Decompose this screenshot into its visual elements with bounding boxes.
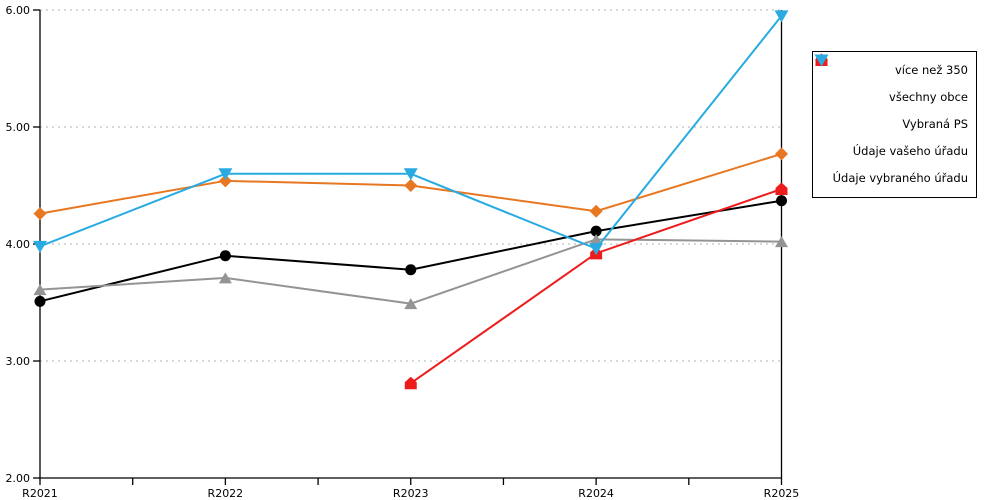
marker-pentagon-up-3-R2025 <box>775 182 788 196</box>
x-axis-tick-label: R2024 <box>578 487 614 500</box>
marker-circle-1-R2024 <box>590 225 602 237</box>
legend-item-2: Vybraná PS <box>813 54 976 138</box>
series-line-1 <box>39 199 782 303</box>
x-axis-tick-label: R2021 <box>22 487 58 500</box>
marker-circle-1-R2022 <box>219 250 231 262</box>
marker-triangle-down-4-R2022 <box>218 168 233 181</box>
marker-triangle-up-2-R2024 <box>589 233 603 245</box>
marker-triangle-up-2-R2025 <box>775 236 788 248</box>
marker-triangle-up-2-R2023 <box>404 298 418 310</box>
legend-label: všechny obce <box>889 89 968 104</box>
legend-label: více než 350 <box>894 62 968 77</box>
marker-diamond-0-R2022 <box>218 174 232 188</box>
legend-item-4: Údaje vybraného úřadu <box>813 54 976 192</box>
x-axis-tick-label: R2023 <box>393 487 429 500</box>
marker-circle-1-R2021 <box>34 295 46 307</box>
marker-circle-1-R2025 <box>776 195 787 207</box>
legend-label: Údaje vybraného úřadu <box>832 170 968 185</box>
marker-pentagon-up-3-R2023 <box>404 376 417 390</box>
legend-label: Vybraná PS <box>902 116 968 131</box>
marker-diamond-0-R2024 <box>589 204 603 218</box>
y-axis-tick-label: 4.00 <box>6 238 31 251</box>
legend-item-0: více než 350 <box>813 53 976 84</box>
legend-label: Údaje vašeho úřadu <box>852 143 968 158</box>
marker-triangle-down-4-R2023 <box>403 168 418 181</box>
y-axis-tick-label: 5.00 <box>6 121 31 134</box>
triangle-down-icon <box>814 54 829 67</box>
marker-triangle-down-4-R2021 <box>33 240 47 253</box>
marker-triangle-down-4-R2024 <box>589 243 604 256</box>
series-line-4 <box>39 15 783 250</box>
marker-diamond-0-R2021 <box>33 207 47 221</box>
legend-item-3: Údaje vašeho úřadu <box>813 53 976 165</box>
x-axis-tick-label: R2022 <box>208 487 244 500</box>
marker-circle-1-R2023 <box>405 264 417 276</box>
marker-triangle-up-2-R2021 <box>33 284 47 296</box>
marker-triangle-up-2-R2022 <box>218 272 232 284</box>
marker-triangle-down-4-R2025 <box>774 10 789 23</box>
marker-diamond-0-R2025 <box>775 147 788 161</box>
legend: více než 350 všechny obce Vybraná PS Údaje … <box>812 51 977 198</box>
legend-item-1: všechny obce <box>813 54 976 111</box>
marker-triangle-down-legend-4 <box>814 54 829 67</box>
y-axis-tick-label: 6.00 <box>6 4 31 17</box>
series-line-3 <box>410 188 782 385</box>
y-axis-tick-label: 3.00 <box>6 355 31 368</box>
marker-diamond-0-R2023 <box>404 179 418 192</box>
y-axis-tick-label: 2.00 <box>6 472 31 485</box>
x-axis-tick-label: R2025 <box>764 487 800 500</box>
